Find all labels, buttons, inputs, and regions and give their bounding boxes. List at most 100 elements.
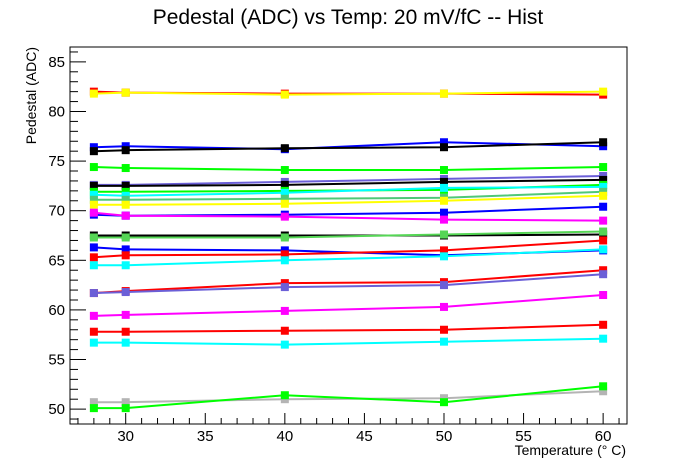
data-point-marker: [121, 146, 130, 155]
series-group: [89, 227, 608, 242]
series-group: [89, 87, 608, 99]
series-line: [93, 205, 604, 217]
x-tick-label: 55: [515, 428, 532, 445]
data-point-marker: [439, 281, 448, 290]
data-point-marker: [89, 261, 98, 270]
data-point-marker: [280, 306, 289, 315]
data-point-marker: [599, 216, 608, 225]
data-point-marker: [599, 320, 608, 329]
chart-title: Pedestal (ADC) vs Temp: 20 mV/fC -- Hist: [153, 6, 544, 29]
data-point-marker: [439, 143, 448, 152]
data-point-marker: [121, 327, 130, 336]
data-point-marker: [599, 291, 608, 300]
series-line: [93, 385, 604, 410]
data-point-marker: [89, 338, 98, 347]
series-group: [89, 320, 608, 336]
data-point-marker: [121, 195, 130, 204]
data-point-marker: [439, 89, 448, 98]
data-point-marker: [280, 391, 289, 400]
data-point-marker: [599, 138, 608, 147]
series-layer: [89, 87, 608, 413]
series-group: [89, 382, 608, 413]
series-line: [93, 269, 604, 294]
y-tick-label: 60: [48, 302, 65, 319]
data-point-marker: [121, 181, 130, 190]
series-group: [89, 138, 608, 154]
data-point-marker: [439, 177, 448, 186]
data-point-marker: [89, 327, 98, 336]
data-point-marker: [89, 181, 98, 190]
data-point-marker: [599, 227, 608, 236]
y-tick-label: 75: [48, 153, 65, 170]
data-point-marker: [439, 166, 448, 175]
data-point-marker: [89, 398, 98, 407]
data-point-marker: [280, 194, 289, 203]
y-tick-label: 85: [48, 54, 65, 71]
data-point-marker: [280, 212, 289, 221]
series-line: [93, 337, 604, 346]
y-axis-label: Pedestal (ADC): [23, 47, 39, 144]
y-tick-label: 65: [48, 252, 65, 269]
series-group: [89, 270, 608, 298]
data-point-marker: [280, 256, 289, 265]
data-point-marker: [280, 144, 289, 153]
data-point-marker: [439, 230, 448, 239]
data-point-marker: [280, 283, 289, 292]
data-point-marker: [121, 261, 130, 270]
data-point-marker: [121, 211, 130, 220]
series-line: [93, 294, 604, 317]
data-point-marker: [439, 337, 448, 346]
data-point-marker: [599, 175, 608, 184]
data-point-marker: [89, 404, 98, 413]
data-point-marker: [439, 325, 448, 334]
data-point-marker: [439, 215, 448, 224]
series-group: [89, 387, 608, 407]
data-point-marker: [599, 202, 608, 211]
data-point-marker: [599, 87, 608, 96]
data-point-marker: [280, 250, 289, 259]
data-point-marker: [439, 138, 448, 147]
x-tick-label: 35: [197, 428, 214, 445]
data-point-marker: [439, 302, 448, 311]
data-point-marker: [439, 183, 448, 192]
data-point-marker: [89, 163, 98, 172]
data-point-marker: [599, 387, 608, 396]
y-tick-label: 80: [48, 103, 65, 120]
x-tick-label: 45: [356, 428, 373, 445]
data-point-marker: [280, 90, 289, 99]
data-point-marker: [439, 196, 448, 205]
data-point-marker: [89, 200, 98, 209]
data-point-marker: [280, 166, 289, 175]
data-point-marker: [280, 188, 289, 197]
series-group: [89, 291, 608, 320]
series-group: [89, 245, 608, 270]
data-point-marker: [121, 310, 130, 319]
data-point-marker: [89, 147, 98, 156]
series-line: [93, 323, 604, 333]
data-point-marker: [89, 253, 98, 262]
series-group: [89, 138, 608, 156]
data-point-marker: [121, 164, 130, 173]
x-axis-label: Temperature (° C): [515, 442, 626, 458]
series-group: [89, 236, 608, 262]
x-tick-label: 50: [436, 428, 453, 445]
y-tick-label: 55: [48, 352, 65, 369]
data-point-marker: [121, 338, 130, 347]
data-point-marker: [599, 270, 608, 279]
data-point-marker: [121, 251, 130, 260]
data-point-marker: [280, 199, 289, 208]
data-point-marker: [599, 191, 608, 200]
data-point-marker: [121, 200, 130, 209]
x-tick-label: 30: [117, 428, 134, 445]
data-point-marker: [121, 233, 130, 242]
data-point-marker: [89, 289, 98, 298]
data-point-marker: [439, 252, 448, 261]
x-tick-label: 40: [276, 428, 293, 445]
data-point-marker: [599, 382, 608, 391]
data-point-marker: [439, 246, 448, 255]
data-point-marker: [280, 340, 289, 349]
series-line: [93, 166, 604, 171]
data-point-marker: [599, 245, 608, 254]
data-point-marker: [121, 404, 130, 413]
